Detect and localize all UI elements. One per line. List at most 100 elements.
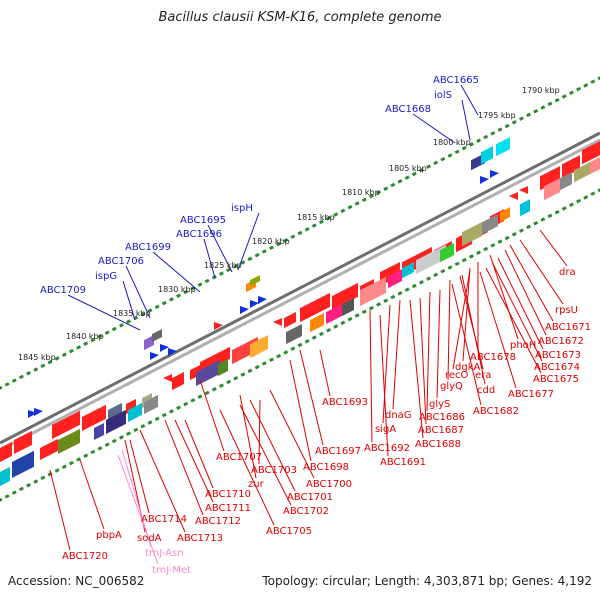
gene-label-inner: dra xyxy=(559,267,576,278)
outer-tick xyxy=(497,127,503,132)
leader-line xyxy=(509,244,554,322)
leader-line xyxy=(152,251,201,293)
leader-line xyxy=(412,113,456,144)
gene-label-inner: ABC1688 xyxy=(415,439,461,450)
outer-tick xyxy=(226,267,232,273)
outer-tick xyxy=(283,238,289,243)
leader-line xyxy=(49,469,71,551)
outer-tick xyxy=(33,367,39,372)
scale-label: 1840 kbp xyxy=(66,332,104,341)
gene-feature xyxy=(590,157,600,175)
gene-label-inner: ABC1698 xyxy=(303,462,349,473)
outer-tick xyxy=(397,179,403,184)
inner-tick xyxy=(111,438,117,444)
outer-tick xyxy=(61,352,67,358)
outer-tick xyxy=(540,105,546,110)
strand-arrow xyxy=(34,408,43,416)
gene-label-outer: ABC1665 xyxy=(433,75,479,86)
inner-tick xyxy=(161,412,167,418)
gene-feature xyxy=(94,422,104,441)
inner-tick xyxy=(561,206,567,211)
scale-label: 1800 kbp xyxy=(433,138,471,147)
gene-feature xyxy=(500,207,510,223)
gene-label-outer: ABC1696 xyxy=(176,229,222,240)
outer-tick xyxy=(318,219,324,225)
inner-tick-marks xyxy=(0,188,600,502)
inner-tick xyxy=(533,220,539,226)
leader-line xyxy=(129,439,150,514)
outer-tick xyxy=(0,385,3,390)
outer-tick xyxy=(154,304,160,310)
inner-tick xyxy=(326,327,332,333)
leader-line xyxy=(249,399,296,492)
outer-tick xyxy=(454,149,460,155)
outer-tick xyxy=(140,311,146,317)
leader-line xyxy=(122,280,136,321)
leader-line xyxy=(452,269,471,370)
gene-label-inner: ABC1712 xyxy=(195,516,241,527)
outer-tick xyxy=(576,86,582,92)
inner-tick xyxy=(347,316,353,322)
outer-tick xyxy=(376,190,382,195)
leader-line xyxy=(519,239,564,305)
gene-feature xyxy=(582,141,600,165)
gene-feature xyxy=(562,155,580,179)
inner-tick xyxy=(583,195,589,200)
outer-tick xyxy=(383,186,389,191)
outer-tick xyxy=(183,289,189,295)
outer-tick xyxy=(47,359,53,365)
inner-tick xyxy=(404,287,410,292)
gene-label-inner: ABC1691 xyxy=(380,457,426,468)
inner-tick xyxy=(526,224,532,230)
leader-line xyxy=(419,297,427,425)
genome-backbone-inner xyxy=(0,138,600,452)
gene-label-inner: zur xyxy=(248,479,265,490)
gene-feature xyxy=(332,282,358,311)
gene-label-inner: ABC1675 xyxy=(533,374,579,385)
inner-tick xyxy=(461,257,467,263)
leader-line xyxy=(479,271,517,389)
leader-line xyxy=(462,267,471,362)
outer-tick xyxy=(68,348,74,354)
inner-tick xyxy=(33,479,39,484)
leader-line xyxy=(382,304,391,424)
gene-label-inner: ABC1711 xyxy=(205,503,251,514)
outer-tick xyxy=(190,286,196,291)
inner-tick xyxy=(0,497,3,502)
inner-tick xyxy=(383,298,389,303)
outer-tick xyxy=(411,171,417,177)
strand-arrow xyxy=(240,306,249,314)
inner-tick xyxy=(133,427,139,433)
inner-tick xyxy=(490,243,496,248)
outer-tick xyxy=(518,116,524,121)
inner-tick xyxy=(197,394,203,399)
gene-feature xyxy=(172,371,184,391)
outer-tick xyxy=(204,278,210,284)
inner-tick xyxy=(368,305,374,311)
leader-line xyxy=(451,283,482,406)
outer-tick xyxy=(197,282,203,287)
gene-label-outer: ABC1668 xyxy=(385,104,431,115)
scale-label: 1835 kbp xyxy=(113,309,151,318)
strand-arrow xyxy=(258,296,267,304)
leader-line xyxy=(491,261,543,362)
gene-label-inner: ABC1692 xyxy=(364,443,410,454)
inner-tick xyxy=(83,453,89,458)
outer-tick xyxy=(418,168,424,173)
outer-tick xyxy=(447,153,453,158)
outer-tick xyxy=(90,337,96,343)
inner-tick xyxy=(54,468,60,473)
leader-line xyxy=(539,229,568,267)
outer-tick xyxy=(354,201,360,206)
leader-line xyxy=(409,299,424,439)
gene-feature xyxy=(196,359,220,387)
inner-tick xyxy=(376,302,382,307)
outer-tick-marks xyxy=(0,76,600,390)
inner-tick xyxy=(283,350,289,355)
strand-arrow xyxy=(509,192,518,200)
inner-tick xyxy=(590,191,596,196)
leader-line xyxy=(258,399,261,465)
outer-tick xyxy=(568,90,574,96)
gene-feature xyxy=(481,146,493,165)
gene-label-inner: ABC1710 xyxy=(205,489,251,500)
